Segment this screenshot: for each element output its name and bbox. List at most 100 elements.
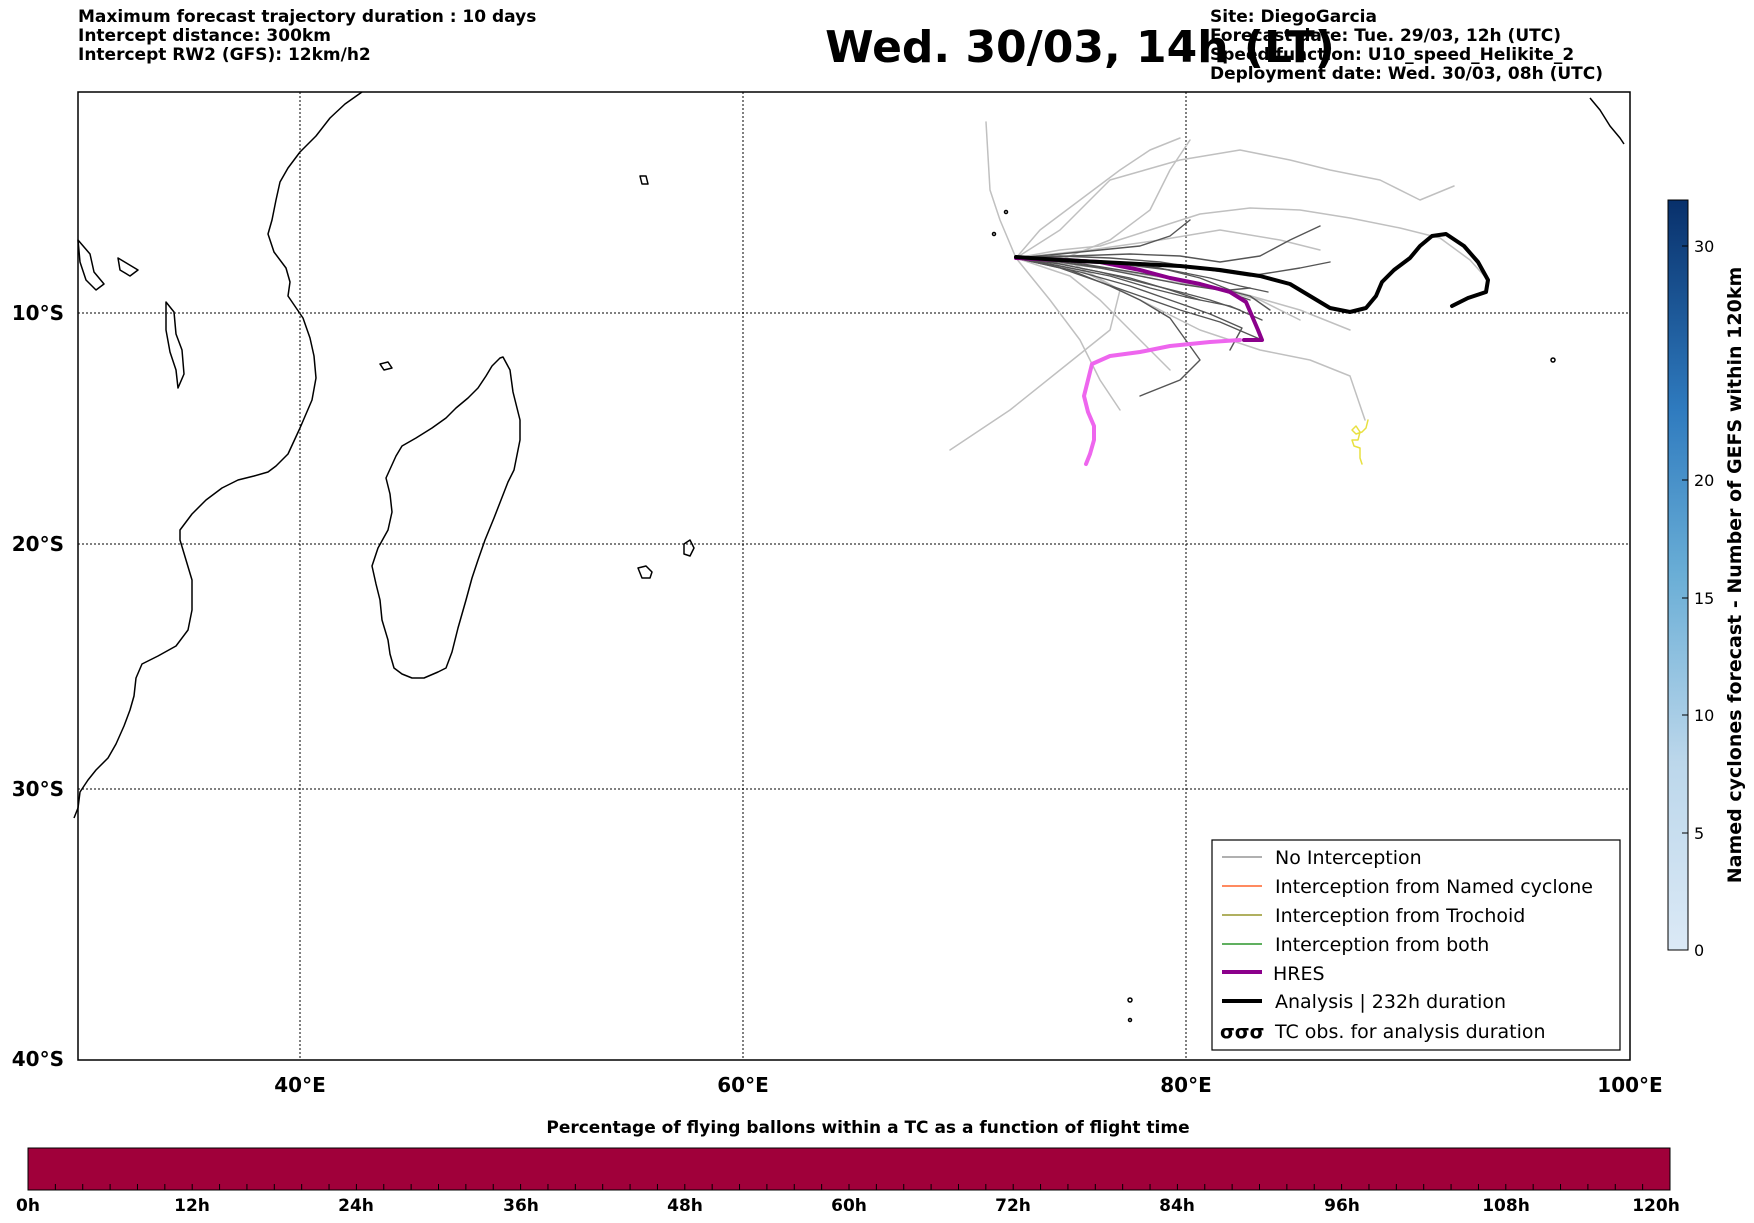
analysis-trajectory (1014, 232, 1490, 314)
mauritius-coastline (637, 565, 653, 579)
comoros-coastline (379, 361, 393, 371)
lon-label: 100°E (1597, 1073, 1662, 1097)
colorbar-axis-label: Named cyclones forecast - Number of GEFS… (1724, 267, 1746, 884)
island-marker (991, 231, 997, 237)
page-title-wrap: Wed. 30/03, 14h (LT) (0, 22, 1754, 73)
legend-item-both: Interception from both (1222, 934, 1489, 956)
ensemble-trajectory (1015, 149, 1455, 259)
ensemble-trajectory (1015, 225, 1321, 263)
lat-label: 40°S (12, 1047, 64, 1071)
lake-tanganyika-coastline (165, 301, 185, 389)
lon-label: 60°E (717, 1073, 769, 1097)
madagascar-coastline (371, 356, 521, 679)
bottom-colorbar-ticks (27, 1184, 1671, 1190)
page-title: Wed. 30/03, 14h (LT) (825, 22, 1335, 73)
hres-trajectory-late (1082, 338, 1242, 466)
header-right-line-1: Site: DiegoGarcia (1210, 7, 1377, 27)
bottom-tick-label: 0h (16, 1196, 40, 1216)
legend-item-trochoid: Interception from Trochoid (1222, 905, 1525, 927)
bottom-tick-label: 108h (1482, 1196, 1530, 1216)
africa-coastline (73, 91, 363, 819)
legend-item-analysis: Analysis | 232h duration (1222, 991, 1506, 1013)
lon-axis-labels: 40°E 60°E 80°E 100°E (274, 1073, 1662, 1097)
map-frame (77, 91, 1631, 1061)
ensemble-trajectory (985, 121, 1017, 259)
right-colorbar: 0 5 10 15 20 30 Named cyclones forecast … (1667, 199, 1746, 960)
seychelles-coastline (639, 175, 649, 185)
reunion-coastline (683, 539, 695, 557)
bottom-colorbar: Percentage of flying ballons within a TC… (16, 1118, 1680, 1216)
lat-axis-labels: 10°S 20°S 30°S 40°S (12, 301, 64, 1071)
island-marker (1127, 1017, 1133, 1023)
bottom-tick-label: 12h (174, 1196, 210, 1216)
cyclone-symbols-icon: σσσ (1220, 1021, 1264, 1043)
lake-malawi-coastline (117, 257, 139, 277)
lat-label: 20°S (12, 532, 64, 556)
lat-label: 10°S (12, 301, 64, 325)
legend-box (1211, 839, 1621, 1051)
legend: No Interception Interception from Named … (1211, 839, 1621, 1051)
colorbar-tick-label: 5 (1694, 824, 1704, 843)
island-marker (1127, 997, 1133, 1003)
header-right-info: Site: DiegoGarcia Forecast date: Tue. 29… (1210, 8, 1603, 84)
header-right-line-2: Forecast date: Tue. 29/03, 12h (UTC) (1210, 26, 1561, 46)
ensemble-trajectory (1015, 257, 1201, 301)
header-left-info: Maximum forecast trajectory duration : 1… (78, 8, 536, 65)
bottom-colorbar-fill (27, 1147, 1671, 1191)
legend-item-hres: HRES (1222, 963, 1325, 985)
colorbar-tick-label: 20 (1694, 471, 1714, 490)
trajectories (949, 121, 1490, 466)
legend-label: Interception from Trochoid (1275, 905, 1525, 927)
legend-label: Analysis | 232h duration (1275, 991, 1506, 1013)
bottom-tick-label: 120h (1632, 1196, 1680, 1216)
colorbar-tick-labels: 0 5 10 15 20 30 (1694, 237, 1714, 960)
header-left-line-2: Intercept distance: 300km (78, 26, 331, 46)
legend-label: HRES (1273, 963, 1325, 985)
lon-label: 80°E (1160, 1073, 1212, 1097)
ensemble-trajectory (1015, 219, 1191, 259)
ensemble-dark-group (1015, 219, 1331, 397)
lake-victoria-coastline (77, 239, 105, 291)
ensemble-trajectory (1015, 257, 1121, 411)
header-left-line-1: Maximum forecast trajectory duration : 1… (78, 7, 537, 27)
legend-item-tc-obs: σσσ TC obs. for analysis duration (1220, 1021, 1546, 1043)
ensemble-trajectory (1015, 137, 1181, 259)
bottom-tick-label: 48h (667, 1196, 703, 1216)
header-right-line-3: Speed function: U10_speed_Helikite_2 (1210, 45, 1575, 65)
ensemble-trajectory (1015, 257, 1243, 351)
header-left-line-3: Intercept RW2 (GFS): 12km/h2 (78, 45, 371, 65)
ensemble-trajectory (1015, 257, 1263, 321)
legend-item-no-interception: No Interception (1222, 847, 1422, 869)
bottom-tick-label: 60h (831, 1196, 867, 1216)
colorbar-tick-label: 30 (1694, 237, 1714, 256)
maldives-coastline (1589, 97, 1625, 145)
island-marker (1003, 209, 1009, 215)
bottom-colorbar-tick-labels: 0h 12h 24h 36h 48h 60h 72h 84h 96h 108h … (16, 1196, 1680, 1216)
legend-item-named-cyclone: Interception from Named cyclone (1222, 876, 1593, 898)
legend-label: Interception from Named cyclone (1275, 876, 1593, 898)
bottom-colorbar-title: Percentage of flying ballons within a TC… (546, 1118, 1189, 1138)
header-right-line-4: Deployment date: Wed. 30/03, 08h (UTC) (1210, 64, 1604, 84)
lat-label: 30°S (12, 777, 64, 801)
colorbar-tick-label: 0 (1694, 941, 1704, 960)
gridlines (78, 92, 1630, 1060)
bottom-tick-label: 24h (338, 1196, 374, 1216)
bottom-tick-label: 36h (503, 1196, 539, 1216)
bottom-tick-label: 72h (995, 1196, 1031, 1216)
ensemble-trajectory (949, 257, 1121, 451)
coastlines (73, 91, 1625, 1023)
bottom-tick-label: 84h (1159, 1196, 1195, 1216)
trochoid-trajectory (1351, 419, 1369, 465)
legend-label: Interception from both (1275, 934, 1489, 956)
lon-label: 40°E (274, 1073, 326, 1097)
colorbar-tick-label: 10 (1694, 706, 1714, 725)
colorbar-gradient (1667, 199, 1689, 951)
colorbar-ticks (1682, 245, 1688, 951)
ensemble-trajectory (1015, 257, 1201, 397)
colorbar-tick-label: 15 (1694, 589, 1714, 608)
legend-label: No Interception (1275, 847, 1422, 869)
bottom-tick-label: 96h (1324, 1196, 1360, 1216)
legend-label: TC obs. for analysis duration (1274, 1021, 1546, 1043)
island-marker (1550, 357, 1556, 363)
